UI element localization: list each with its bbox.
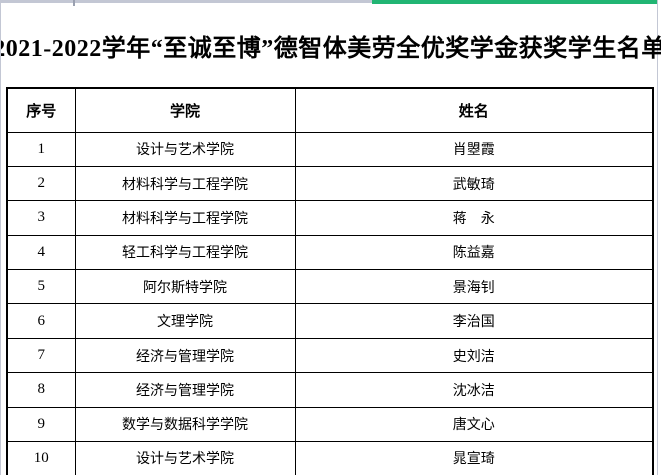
table-body: 1 设计与艺术学院 肖曌霞 2 材料科学与工程学院 武敏琦 3 材料科学与工程学院蒋 永 4 轻工… xyxy=(6,131,654,475)
cell-college: 经济与管理学院 xyxy=(74,337,296,374)
table-row: 3 材料科学与工程学院蒋 永 xyxy=(6,200,654,236)
table-row: 1 设计与艺术学院 肖曌霞 xyxy=(6,131,654,167)
table-row: 5 阿尔斯特学院 景海钊 xyxy=(6,269,654,305)
table-row: 6 文理学院 李治国 xyxy=(6,303,654,339)
cell-college: 设计与艺术学院 xyxy=(74,131,296,167)
cell-name: 景海钊 xyxy=(294,269,654,305)
cell-index: 5 xyxy=(6,269,76,305)
cell-index: 7 xyxy=(6,337,76,374)
top-strip-green xyxy=(372,0,657,4)
scholarship-table: 序号 学院 姓名 1 设计与艺术学院 肖曌霞 2 材料科学与工程学院 武敏琦 3 材料科学与工… xyxy=(6,87,654,475)
cell-name: 武敏琦 xyxy=(294,165,654,202)
header-row: 序号 学院 姓名 xyxy=(6,87,654,133)
cell-college: 轻工科学与工程学院 xyxy=(74,234,296,271)
cell-college: 材料科学与工程学院 xyxy=(74,200,296,236)
table-row: 8 经济与管理学院 沈冰洁 xyxy=(6,372,654,408)
cell-name: 李治国 xyxy=(294,303,654,339)
cell-name: 晁宣琦 xyxy=(294,441,654,475)
table-header: 序号 学院 姓名 xyxy=(6,87,654,133)
table-row: 10 设计与艺术学院 晁宣琦 xyxy=(6,441,654,475)
cell-name: 史刘洁 xyxy=(294,337,654,374)
cell-name: 沈冰洁 xyxy=(294,372,654,408)
column-header-name: 姓名 xyxy=(294,87,654,133)
top-bar xyxy=(1,0,661,6)
cell-index: 8 xyxy=(6,372,76,408)
top-strip-gray xyxy=(1,0,372,3)
cell-college: 材料科学与工程学院 xyxy=(74,165,296,202)
cell-index: 3 xyxy=(6,200,76,236)
cell-college: 阿尔斯特学院 xyxy=(74,269,296,305)
page-right-border xyxy=(657,0,658,475)
cell-index: 4 xyxy=(6,234,76,271)
cell-index: 9 xyxy=(6,406,76,443)
cell-index: 2 xyxy=(6,165,76,202)
table-row: 9 数学与数据科学学院 唐文心 xyxy=(6,406,654,443)
column-header-index: 序号 xyxy=(6,87,76,133)
cell-name: 陈益嘉 xyxy=(294,234,654,271)
cell-index: 1 xyxy=(6,131,76,167)
cell-college: 文理学院 xyxy=(74,303,296,339)
table-row: 2 材料科学与工程学院 武敏琦 xyxy=(6,165,654,202)
cell-college: 设计与艺术学院 xyxy=(74,441,296,475)
cell-index: 6 xyxy=(6,303,76,339)
cell-college: 经济与管理学院 xyxy=(74,372,296,408)
cell-college: 数学与数据科学学院 xyxy=(74,406,296,443)
table-row: 4 轻工科学与工程学院 陈益嘉 xyxy=(6,234,654,271)
cell-name: 蒋 永 xyxy=(294,200,654,236)
table-row: 7 经济与管理学院 史刘洁 xyxy=(6,337,654,374)
grid-column-tick xyxy=(73,0,75,6)
cell-index: 10 xyxy=(6,441,76,475)
cell-name: 唐文心 xyxy=(294,406,654,443)
column-header-college: 学院 xyxy=(74,87,296,133)
page-title: 2021-2022学年“至诚至博”德智体美劳全优奖学金获奖学生名单 xyxy=(0,36,661,62)
cell-name: 肖曌霞 xyxy=(294,131,654,167)
